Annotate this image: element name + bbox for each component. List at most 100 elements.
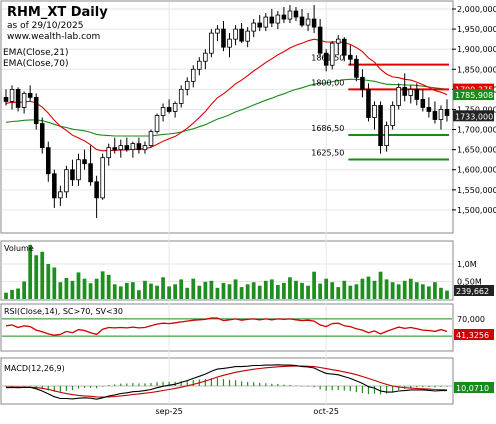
date-tick-label: sep-25 xyxy=(155,407,182,416)
macd-histogram-bar xyxy=(379,385,382,395)
rsi-tick-label: 70,000 xyxy=(457,315,485,324)
volume-bar xyxy=(354,284,359,299)
candle-body xyxy=(178,88,184,104)
grid-layer xyxy=(2,2,452,404)
macd-histogram-bar xyxy=(247,381,249,386)
macd-histogram-bar xyxy=(96,385,98,389)
macd-histogram-bar xyxy=(253,382,255,386)
candle-body xyxy=(408,88,414,96)
volume-title: Volume xyxy=(4,244,34,253)
macd-histogram-bar xyxy=(349,385,351,392)
chart-subtitle: as of 29/10/2025 xyxy=(7,21,83,31)
volume-bar xyxy=(197,285,202,299)
volume-bar xyxy=(427,286,431,299)
volume-bar xyxy=(396,284,401,299)
macd-histogram-bar xyxy=(216,377,219,386)
macd-histogram-bar xyxy=(11,385,13,387)
volume-bar xyxy=(372,280,377,299)
macd-histogram-bar xyxy=(71,385,74,391)
candle-body xyxy=(209,32,214,54)
volume-bar xyxy=(167,286,171,299)
candle-body xyxy=(227,38,232,48)
volume-bar xyxy=(161,277,165,299)
candle-body xyxy=(384,125,389,147)
volume-bar xyxy=(439,287,443,299)
volume-bar xyxy=(100,271,105,299)
macd-histogram-bar xyxy=(168,381,170,386)
candle-body xyxy=(342,38,347,56)
volume-bar xyxy=(233,279,238,299)
candle-body xyxy=(166,107,172,112)
candle-body xyxy=(106,147,111,159)
volume-bar xyxy=(275,285,280,299)
price-tick-label: 1,650,000 xyxy=(457,146,496,155)
macd-histogram-bar xyxy=(385,385,388,394)
volume-bar xyxy=(22,281,26,299)
legend-ema-fast: EMA(Close,21) xyxy=(3,48,68,58)
candle-body xyxy=(396,86,401,106)
volume-bar xyxy=(70,280,75,299)
volume-bar xyxy=(390,282,395,299)
candle-body xyxy=(360,76,365,90)
macd-histogram-bar xyxy=(446,385,448,387)
macd-histogram-bar xyxy=(47,385,49,391)
volume-bar xyxy=(64,278,69,299)
macd-histogram-bar xyxy=(289,384,291,386)
volume-bar xyxy=(76,272,81,299)
price-tick-label: 1,550,000 xyxy=(457,186,496,195)
level-label: 1686,50 xyxy=(311,124,344,133)
macd-histogram-bar xyxy=(192,379,194,386)
macd-histogram-bar xyxy=(241,381,243,386)
macd-histogram-bar xyxy=(35,385,37,388)
volume-pane xyxy=(0,240,454,301)
volume-tick-label: 0,50M xyxy=(457,278,482,287)
volume-bar xyxy=(245,284,250,299)
volume-bar xyxy=(330,282,335,299)
volume-last-value: 239,662 xyxy=(456,287,489,296)
volume-bar xyxy=(46,264,51,299)
candle-body xyxy=(221,28,226,48)
macd-histogram-bar xyxy=(271,383,273,386)
volume-bar xyxy=(124,282,129,299)
rsi-line xyxy=(5,317,448,336)
macd-histogram-bar xyxy=(41,385,43,389)
volume-bar xyxy=(282,282,286,299)
candle-body xyxy=(245,30,250,42)
candle-body xyxy=(414,88,420,100)
price-tick-label: 1,750,000 xyxy=(457,105,496,114)
candle-body xyxy=(432,111,438,120)
macd-histogram-bar xyxy=(156,382,158,386)
volume-bar xyxy=(318,283,323,299)
price-tick-label: 1,950,000 xyxy=(457,25,496,34)
price-badge-label: 1785,908 xyxy=(455,91,493,100)
macd-histogram-bar xyxy=(204,379,206,386)
candle-body xyxy=(112,147,118,151)
rsi-last-badge: 41,3256 xyxy=(454,329,494,340)
candle-body xyxy=(82,159,87,165)
candle-body xyxy=(366,88,371,118)
macd-histogram-bar xyxy=(331,385,333,391)
volume-bar xyxy=(10,289,14,299)
macd-histogram-bar xyxy=(114,384,116,386)
candle-body xyxy=(311,18,317,28)
volume-bar xyxy=(433,282,437,299)
macd-histogram-bar xyxy=(210,378,212,386)
candle-body xyxy=(354,58,359,78)
candle-body xyxy=(130,143,136,151)
volume-bar xyxy=(118,286,123,299)
candle-body xyxy=(172,103,178,112)
volume-bar xyxy=(28,244,33,299)
macd-last-badge: 10,0710 xyxy=(454,382,494,393)
macd-layer xyxy=(2,364,452,400)
volume-bar xyxy=(82,278,87,299)
chart-title: RHM_XT Daily xyxy=(7,5,108,20)
macd-histogram-bar xyxy=(228,379,231,386)
price-tick-label: 1,600,000 xyxy=(457,166,496,175)
candle-body xyxy=(124,145,130,151)
axis-layer: 1,500,000 1,550,000 1,600,000 1,650,000 1,70… xyxy=(155,5,496,416)
macd-histogram-bar xyxy=(440,385,442,387)
volume-bar xyxy=(143,280,147,299)
rsi-title: RSI(Close,14), SC>70, SV<30 xyxy=(4,307,123,316)
rsi-last-value: 41,3256 xyxy=(456,331,489,340)
